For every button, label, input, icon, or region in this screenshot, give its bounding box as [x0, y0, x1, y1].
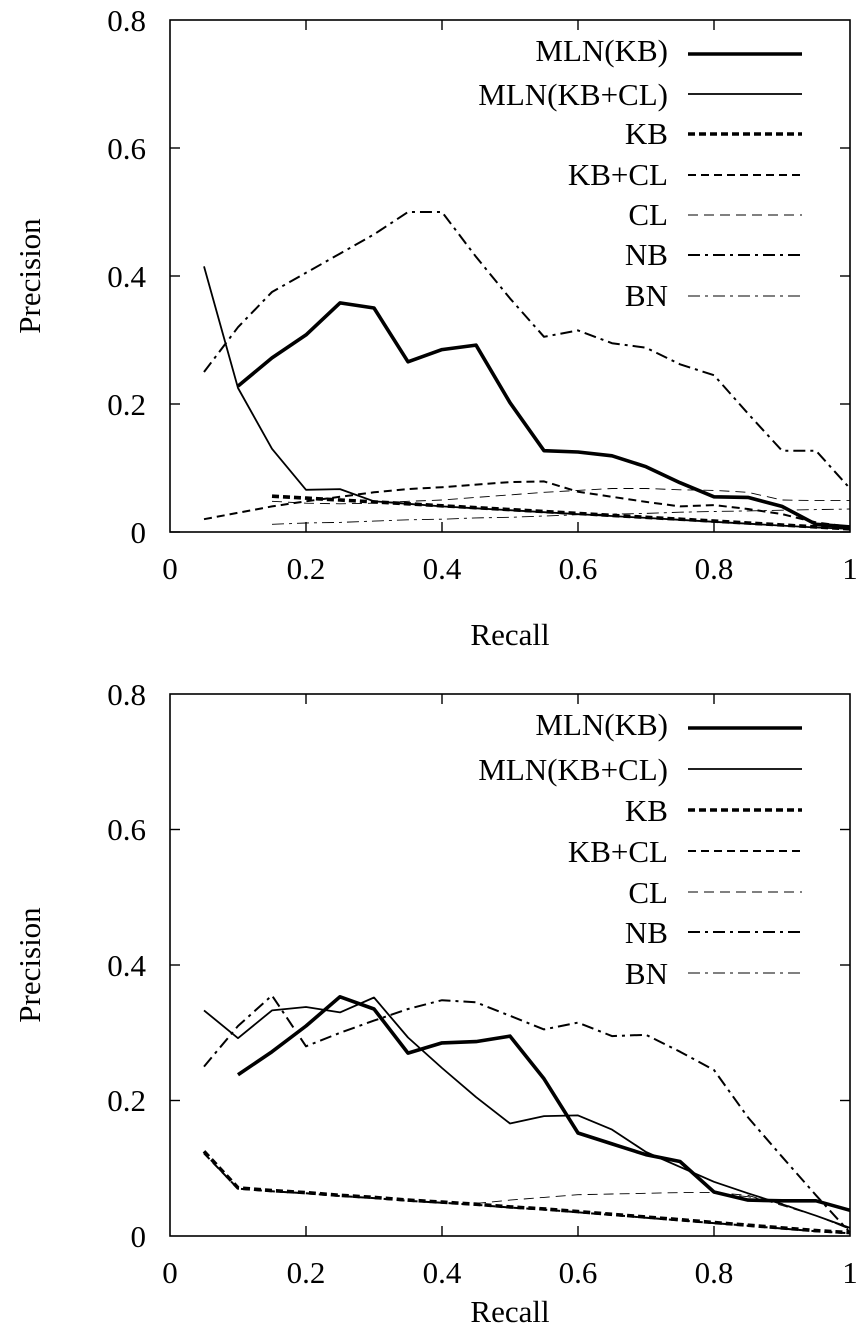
x-axis-2: 0 0.2 0.4 0.6 0.8 1: [162, 694, 858, 1290]
legend-label-2-0: MLN(KB): [535, 707, 668, 742]
y-tick-label-2-0: 0: [131, 1219, 147, 1254]
x-tick-label-2-2: 0.4: [423, 1255, 462, 1290]
x-tick-label-2-3: 0.6: [559, 1255, 598, 1290]
x-axis-label-2: Recall: [470, 1294, 549, 1329]
x-axis-1: 0 0.2 0.4 0.6 0.8 1: [162, 20, 858, 586]
y-tick-label-1-4: 0.8: [107, 3, 146, 38]
legend-label-1-5: NB: [625, 237, 668, 272]
series-line-1-kb: [271, 494, 851, 531]
legend-label-2-3: KB+CL: [568, 834, 668, 869]
series-line-1-nb: [203, 211, 851, 490]
series-line-2-bn: [713, 1192, 851, 1230]
series-line-2-nb: [203, 994, 851, 1234]
x-tick-label-2-4: 0.8: [695, 1255, 734, 1290]
legend-2: MLN(KB) MLN(KB+CL) KB KB+CL CL NB BN: [478, 707, 802, 991]
legend-label-2-1: MLN(KB+CL): [478, 752, 668, 787]
series-line-1-bn: [271, 508, 851, 525]
y-tick-label-1-1: 0.2: [107, 387, 146, 422]
legend-label-1-4: CL: [628, 197, 668, 232]
series-line-2-kb-cl: [203, 1152, 851, 1235]
legend-label-1-3: KB+CL: [568, 157, 668, 192]
x-tick-label-1-0: 0: [162, 551, 178, 586]
y-tick-label-2-2: 0.4: [107, 948, 146, 983]
legend-swatches-1: [688, 52, 802, 297]
x-axis-label-1: Recall: [470, 617, 549, 652]
series-layer-2: [202, 994, 851, 1235]
legend-label-1-2: KB: [625, 116, 668, 151]
series-line-2-mln-kb: [236, 994, 851, 1213]
x-tick-label-2-0: 0: [162, 1255, 178, 1290]
chart-panel-2: 0 0.2 0.4 0.6 0.8 0 0.2 0.4 0.6 0.8 1 Re…: [12, 677, 858, 1329]
x-tick-label-2-1: 0.2: [287, 1255, 326, 1290]
series-line-1-cl: [271, 488, 850, 505]
legend-label-1-0: MLN(KB): [535, 33, 668, 68]
y-axis-2: 0 0.2 0.4 0.6 0.8: [107, 677, 850, 1254]
legend-label-2-4: CL: [628, 875, 668, 910]
y-tick-label-2-1: 0.2: [107, 1083, 146, 1118]
legend-label-1-6: BN: [625, 278, 668, 313]
legend-label-1-1: MLN(KB+CL): [478, 77, 668, 112]
y-axis-label-1: Precision: [12, 218, 47, 334]
x-tick-label-2-5: 1: [842, 1255, 858, 1290]
series-line-1-kb-cl: [203, 480, 851, 528]
series-line-1-mln-kb-cl: [203, 266, 851, 530]
legend-swatches-2: [688, 726, 802, 974]
y-axis-label-2: Precision: [12, 907, 47, 1023]
series-layer-1: [203, 211, 851, 531]
y-tick-label-1-2: 0.4: [107, 259, 146, 294]
series-line-1-mln-kb: [236, 301, 851, 529]
legend-label-2-5: NB: [625, 915, 668, 950]
legend-1: MLN(KB) MLN(KB+CL) KB KB+CL CL NB BN: [478, 33, 802, 313]
y-axis-1: 0 0.2 0.4 0.6 0.8: [107, 3, 850, 550]
y-tick-label-1-0: 0: [131, 515, 147, 550]
y-tick-label-2-4: 0.8: [107, 677, 146, 712]
x-tick-label-1-2: 0.4: [423, 551, 462, 586]
y-tick-label-2-3: 0.6: [107, 812, 146, 847]
y-tick-label-1-3: 0.6: [107, 131, 146, 166]
series-line-2-cl: [475, 1192, 851, 1230]
legend-label-2-2: KB: [625, 793, 668, 828]
x-tick-label-1-3: 0.6: [559, 551, 598, 586]
x-tick-label-1-5: 1: [842, 551, 858, 586]
x-tick-label-1-4: 0.8: [695, 551, 734, 586]
legend-label-2-6: BN: [625, 956, 668, 991]
x-tick-label-1-1: 0.2: [287, 551, 326, 586]
series-line-2-mln-kb-cl: [203, 996, 851, 1229]
chart-panel-1: 0 0.2 0.4 0.6 0.8 0 0.2 0.4 0.6 0.8 1 Re…: [12, 3, 858, 652]
series-line-2-kb: [202, 1150, 851, 1235]
